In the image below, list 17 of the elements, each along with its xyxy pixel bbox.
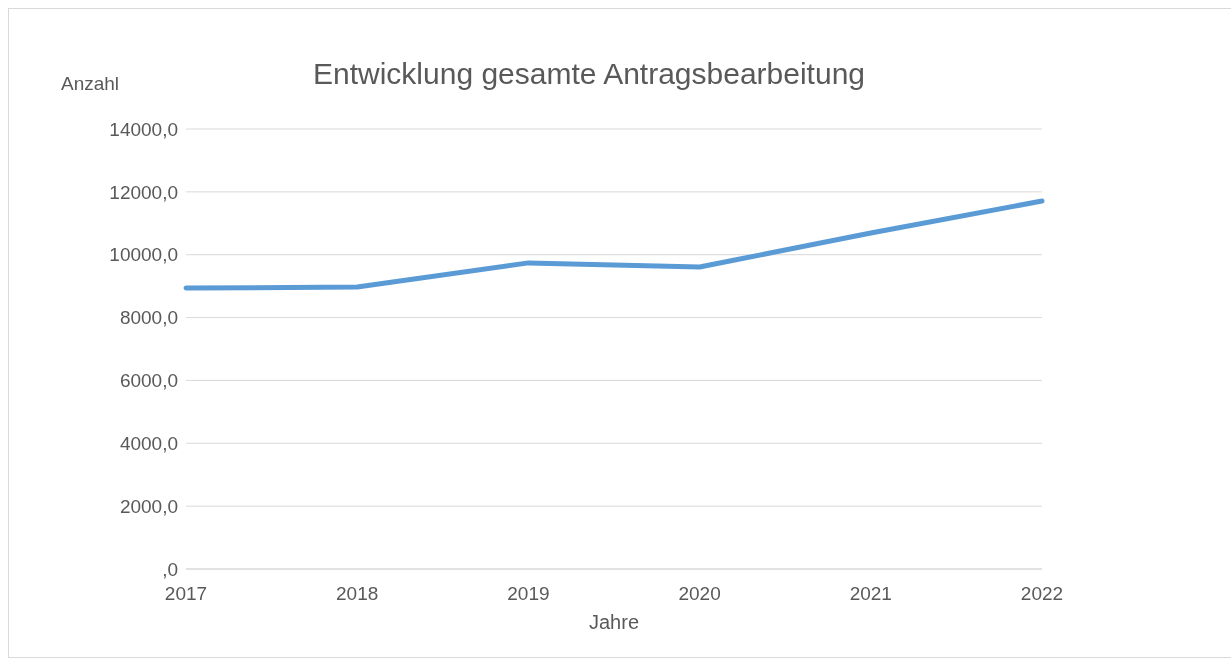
y-tick-label: 12000,0 [109,181,178,203]
x-axis-title: Jahre [588,611,640,633]
x-tick-label: 2020 [678,583,721,605]
x-tick-label: 2021 [849,583,892,605]
y-tick-label: 8000,0 [119,307,178,329]
y-axis-title: Anzahl [61,73,120,95]
x-tick-label: 2019 [507,583,550,605]
x-tick-label: 2022 [1020,583,1064,605]
y-tick-label: 4000,0 [119,433,178,455]
x-tick-label: 2018 [336,583,379,605]
y-tick-label: 2000,0 [119,495,178,517]
x-tick-label: 2017 [164,583,208,605]
y-tick-label: 14000,0 [109,118,178,140]
chart-title: Entwicklung gesamte Antragsbearbeitung [312,57,865,90]
y-tick-label: 10000,0 [109,244,178,266]
y-tick-label: 6000,0 [119,370,178,392]
y-tick-label: ,0 [162,558,178,580]
